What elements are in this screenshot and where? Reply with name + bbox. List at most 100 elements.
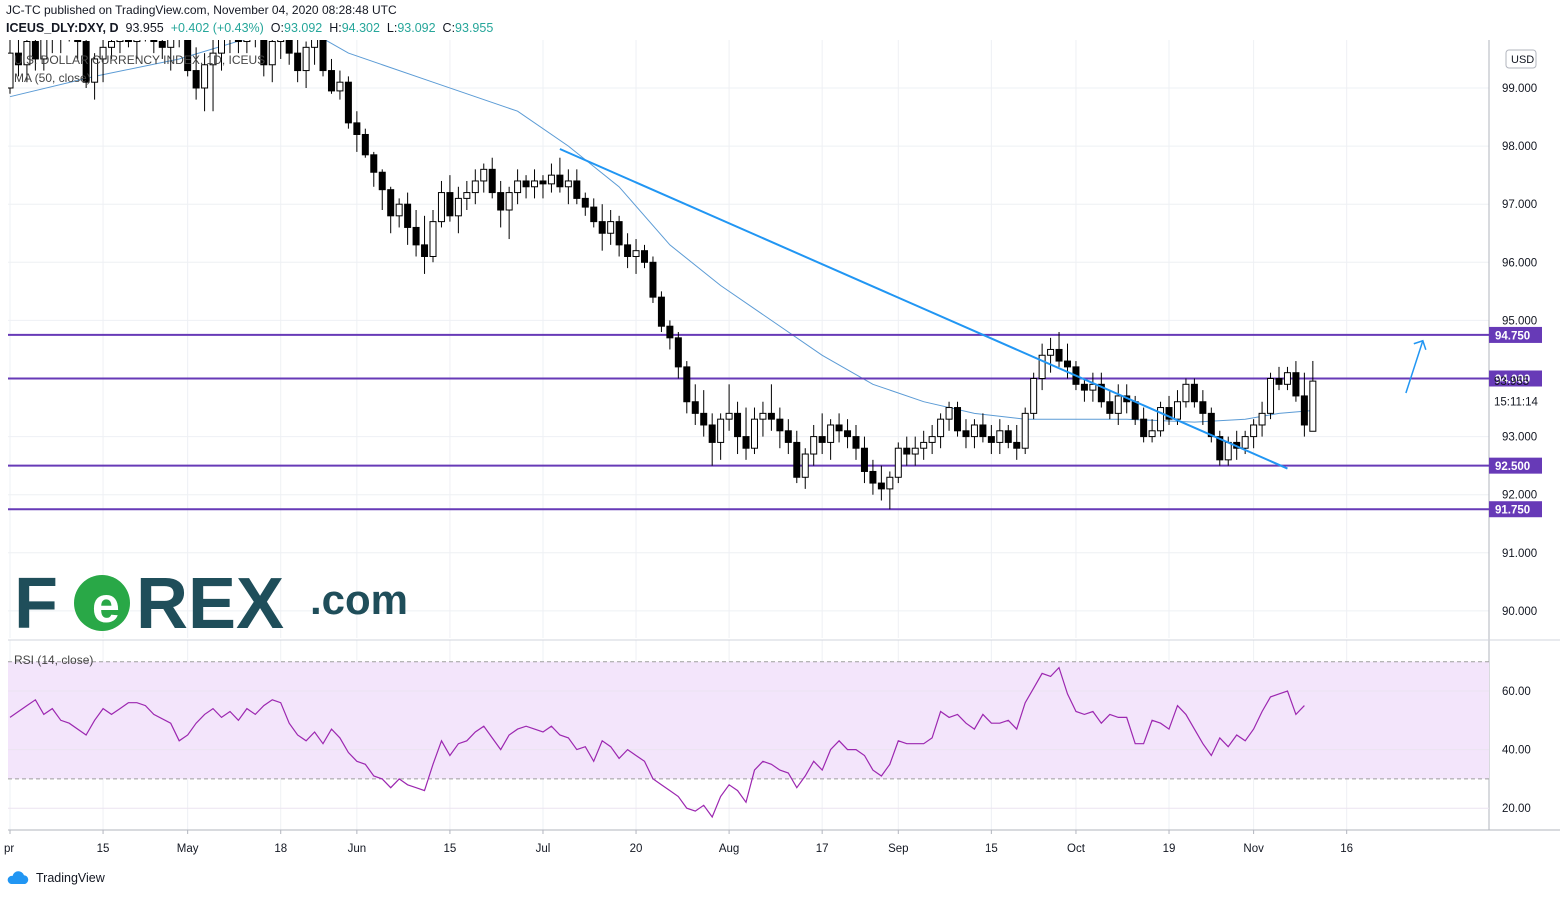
candle-body-down [1106, 401, 1114, 414]
candle [547, 163, 555, 193]
candle [488, 157, 496, 199]
candle [962, 419, 970, 449]
candle [1106, 390, 1114, 420]
level-price-tag [1489, 326, 1542, 343]
candle [387, 186, 395, 234]
candle [31, 40, 39, 71]
candle-body-down [1165, 407, 1173, 420]
candle-body-up [1309, 380, 1317, 432]
symbol-name[interactable]: ICEUS_DLY:DXY, D [6, 21, 119, 35]
candle-body-up [1241, 436, 1249, 449]
candle [378, 169, 386, 211]
candle [784, 419, 792, 455]
candle [311, 40, 319, 65]
candle [632, 239, 640, 274]
candle [734, 401, 742, 455]
candle-body-up [1114, 395, 1122, 414]
level-price-tag [1489, 457, 1542, 474]
candle-body-up [116, 40, 124, 43]
tradingview-footer[interactable]: TradingView [6, 871, 105, 885]
candle [1157, 401, 1165, 437]
candle [1275, 366, 1283, 391]
series-legend[interactable]: U.S. DOLLAR CURRENCY INDEX, 1D, ICEUS [14, 53, 266, 67]
candle-body-down [784, 430, 792, 443]
candle-body-down [539, 180, 547, 185]
candle-body-up [759, 412, 767, 420]
candle-body-up [996, 430, 1004, 443]
candle-body-up [1250, 424, 1258, 438]
candle [82, 40, 90, 88]
candle-body-down [378, 171, 386, 191]
forex-logo-o-circle [74, 575, 130, 631]
candle-body-down [708, 424, 716, 443]
candle [852, 424, 860, 460]
rsi-legend[interactable]: RSI (14, close) [14, 653, 94, 667]
candle-body-down [556, 174, 564, 188]
candle-body-down [150, 40, 158, 43]
open-label: O: [270, 21, 284, 35]
candle [412, 210, 420, 257]
candle-body-down [74, 40, 82, 43]
candle-body-down [404, 203, 412, 228]
candle-body-up [336, 81, 344, 92]
forex-logo-rex: REX [136, 564, 284, 644]
candle-body-down [1055, 348, 1063, 362]
candle [344, 76, 352, 129]
level-price-label: 94.750 [1495, 330, 1530, 342]
candle-body-down [1190, 383, 1198, 403]
candle [742, 407, 750, 460]
rsi-pane [8, 661, 1489, 819]
candle [1004, 424, 1012, 449]
candle-body-down [877, 482, 885, 490]
candle-body-down [615, 221, 623, 246]
candle [480, 163, 488, 193]
last-price: 93.955 [125, 21, 164, 35]
level-price-label: 94.000 [1495, 374, 1530, 386]
candle [254, 40, 256, 48]
candle-body-down [666, 325, 674, 339]
candle [624, 233, 632, 269]
candle-body-down [844, 430, 852, 438]
downtrend-line [559, 148, 1288, 470]
candle-body-down [590, 206, 598, 223]
candle [776, 407, 784, 449]
candle [683, 361, 691, 414]
candle-body-down [1199, 401, 1207, 414]
candle [615, 215, 623, 257]
candle-body-up [209, 52, 217, 66]
candle [116, 40, 124, 54]
time-tick-label: 15 [985, 843, 998, 855]
candle-body-up [167, 40, 175, 48]
candle-body-up [1038, 354, 1046, 380]
currency-box [1505, 49, 1537, 69]
candle [1182, 378, 1190, 408]
candle [1080, 378, 1088, 402]
candle-body-down [319, 40, 327, 72]
candle-body-up [1182, 383, 1190, 403]
price-tick-label: 93.000 [1502, 432, 1537, 444]
candle-body-down [1080, 383, 1088, 391]
candle [657, 291, 665, 333]
candle-body-up [480, 168, 488, 182]
candle-body-up [429, 221, 437, 257]
ma-legend[interactable]: MA (50, close) [14, 71, 91, 85]
candle-body-up [564, 180, 572, 188]
candle [581, 192, 589, 216]
ma50-line [9, 40, 1313, 423]
candle [471, 169, 479, 205]
candle-body-down [987, 436, 995, 443]
candle [277, 40, 285, 59]
candle [1267, 372, 1275, 420]
candle-body-down [657, 296, 665, 327]
candle [1140, 407, 1148, 443]
low-value: 93.092 [397, 21, 436, 35]
candle [209, 40, 217, 112]
candle-body-up [886, 476, 894, 490]
candle [894, 442, 902, 484]
candle [158, 40, 166, 59]
candle [598, 204, 606, 251]
candle [404, 192, 412, 245]
candle-body-down [683, 366, 691, 403]
candle-body-down [979, 424, 987, 438]
candle-body-up [437, 192, 445, 223]
